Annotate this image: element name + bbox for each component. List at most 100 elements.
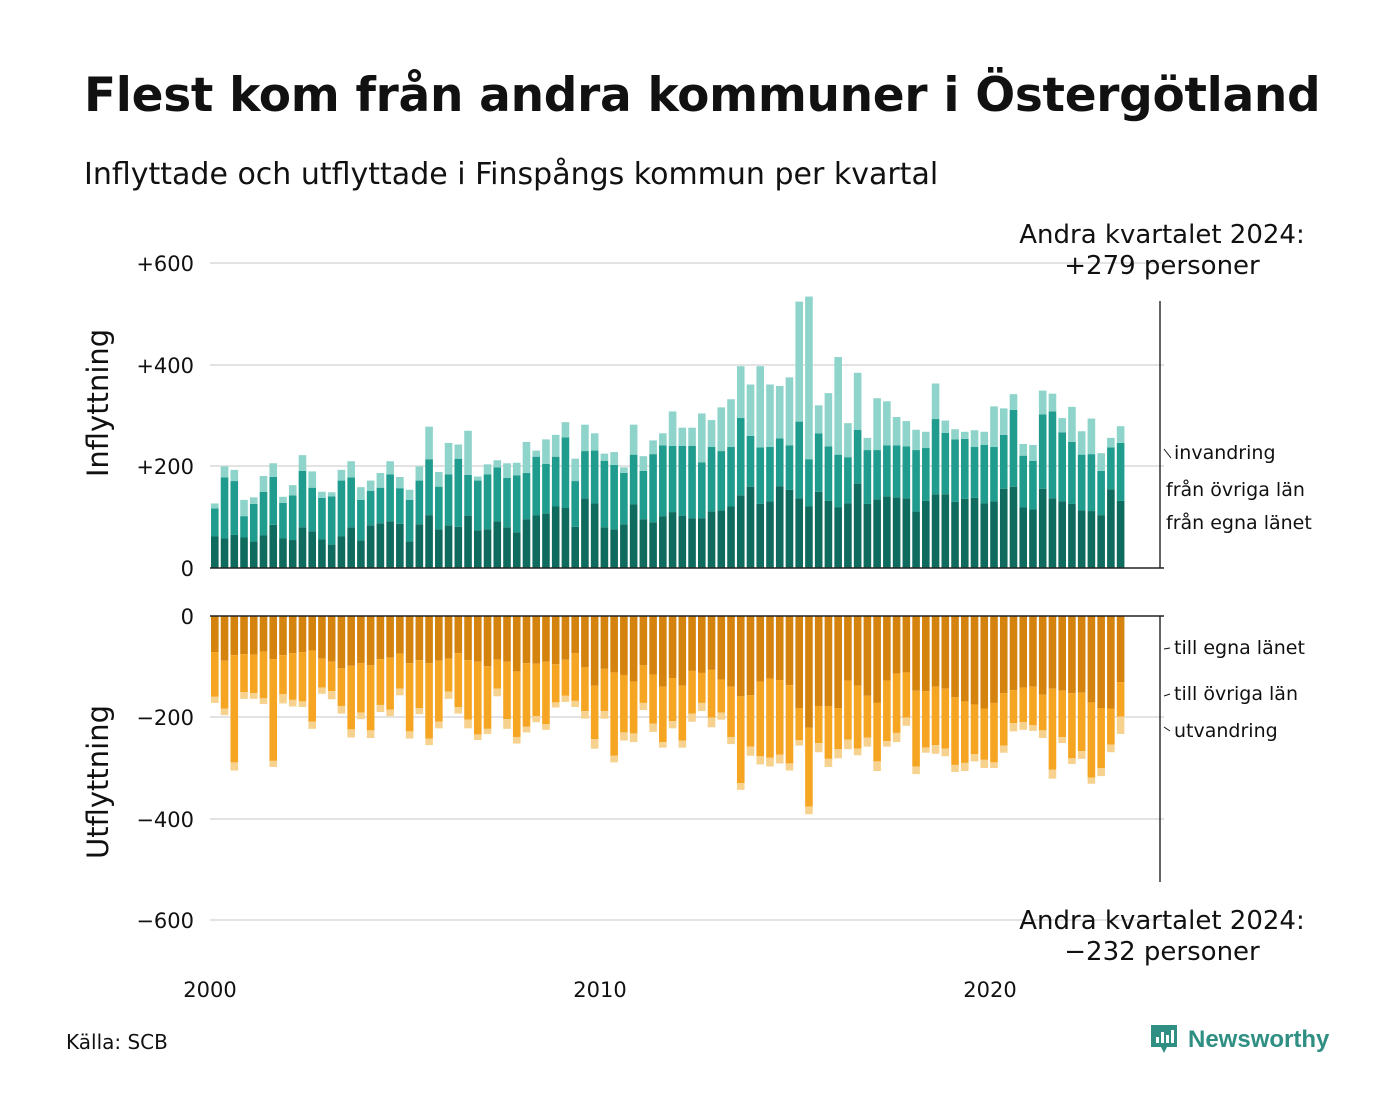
bar-out-own-county — [1058, 616, 1066, 691]
bar-out-emigration — [298, 701, 307, 707]
bar-out-emigration — [405, 731, 414, 739]
bar-in-own-county — [357, 540, 365, 568]
bar-in-other-county — [1048, 411, 1057, 499]
bar-out-other-county — [960, 701, 969, 763]
bar-in-own-county — [1009, 486, 1018, 568]
bar-out-other-county — [337, 668, 346, 706]
bar-out-emigration — [951, 764, 959, 773]
bar-out-other-county — [425, 663, 433, 739]
bar-in-other-county — [376, 487, 385, 524]
bar-in-other-county — [532, 456, 541, 516]
bar-in-immigration — [1116, 426, 1125, 443]
bar-in-own-county — [600, 527, 609, 568]
bar-out-own-county — [473, 616, 482, 662]
bar-out-own-county — [814, 616, 823, 706]
bar-in-own-county — [766, 501, 774, 568]
bar-out-own-county — [775, 616, 784, 681]
bar-out-other-county — [727, 686, 735, 737]
bar-out-emigration — [435, 721, 443, 729]
bar-out-emigration — [727, 736, 735, 745]
bar-in-own-county — [736, 495, 745, 568]
bar-out-emigration — [834, 749, 842, 759]
bar-out-own-county — [707, 616, 716, 670]
bar-out-own-county — [698, 616, 706, 673]
bar-out-other-county — [590, 685, 599, 740]
bar-in-other-county — [298, 470, 307, 528]
bar-out-own-county — [922, 616, 930, 692]
bar-in-other-county — [629, 454, 638, 505]
bar-out-emigration — [581, 711, 589, 719]
bar-in-immigration — [727, 399, 735, 448]
bar-in-own-county — [980, 503, 989, 568]
bar-in-immigration — [357, 487, 365, 500]
bar-in-own-county — [922, 500, 930, 568]
bar-out-other-county — [220, 660, 229, 709]
bar-in-own-county — [464, 515, 472, 568]
y-tick-label: +400 — [136, 354, 194, 378]
bar-in-own-county — [892, 497, 901, 568]
bar-out-own-county — [649, 616, 657, 675]
bar-in-other-county — [308, 487, 316, 532]
y-tick-label: 0 — [181, 605, 194, 629]
bar-out-other-county — [1107, 708, 1115, 745]
bar-out-other-county — [240, 654, 248, 693]
bar-out-emigration — [211, 696, 219, 703]
bar-in-own-county — [629, 504, 638, 568]
bar-in-other-county — [746, 435, 755, 487]
bar-in-immigration — [999, 408, 1008, 435]
bar-out-emigration — [279, 694, 287, 704]
bar-in-own-county — [211, 536, 219, 568]
bar-out-emigration — [668, 721, 677, 729]
bar-in-immigration — [736, 366, 745, 419]
bar-in-own-county — [542, 513, 550, 568]
bar-in-other-county — [610, 464, 618, 530]
bar-out-own-county — [610, 616, 618, 673]
bar-out-other-county — [503, 661, 511, 720]
bar-in-own-county — [1058, 501, 1066, 568]
series-label-out: utvandring — [1174, 720, 1278, 742]
bar-in-other-county — [717, 451, 726, 511]
bar-in-immigration — [1019, 443, 1028, 456]
bar-out-other-county — [571, 653, 579, 701]
bar-out-other-county — [941, 688, 950, 749]
bar-out-emigration — [795, 740, 803, 746]
bar-out-other-county — [357, 663, 365, 713]
bar-out-own-county — [785, 616, 794, 686]
bar-in-immigration — [415, 466, 424, 481]
bar-in-own-county — [386, 521, 394, 568]
bar-in-other-county — [493, 467, 502, 522]
bar-out-other-county — [230, 655, 239, 763]
bar-in-own-county — [269, 524, 278, 568]
bar-out-other-county — [1048, 688, 1057, 770]
bar-in-own-county — [561, 508, 570, 568]
bar-out-emigration — [707, 717, 716, 728]
bar-out-own-county — [444, 616, 453, 659]
bar-in-immigration — [678, 427, 687, 446]
bar-out-own-county — [746, 616, 755, 696]
bar-out-own-county — [1029, 616, 1037, 687]
bar-in-immigration — [902, 421, 911, 447]
bar-in-other-county — [922, 448, 930, 501]
bar-in-own-county — [279, 538, 287, 568]
bar-out-other-county — [269, 659, 278, 761]
bar-out-other-county — [211, 652, 219, 697]
bar-in-own-county — [610, 529, 618, 568]
bar-in-immigration — [649, 440, 657, 455]
bar-in-immigration — [688, 427, 696, 446]
bar-in-other-county — [785, 445, 794, 490]
bar-in-immigration — [795, 301, 803, 422]
bar-in-other-county — [396, 488, 404, 524]
bar-in-immigration — [366, 480, 375, 491]
bar-out-own-county — [405, 616, 414, 664]
bar-out-own-county — [230, 616, 239, 656]
bar-in-immigration — [1068, 406, 1076, 442]
bar-in-other-county — [551, 456, 560, 507]
bar-in-own-county — [795, 498, 803, 568]
bar-in-immigration — [512, 462, 521, 476]
bar-out-own-county — [902, 616, 911, 673]
bar-in-own-county — [483, 529, 492, 568]
bar-out-own-county — [211, 616, 219, 653]
bar-out-own-county — [415, 616, 424, 661]
bar-out-own-county — [396, 616, 404, 654]
